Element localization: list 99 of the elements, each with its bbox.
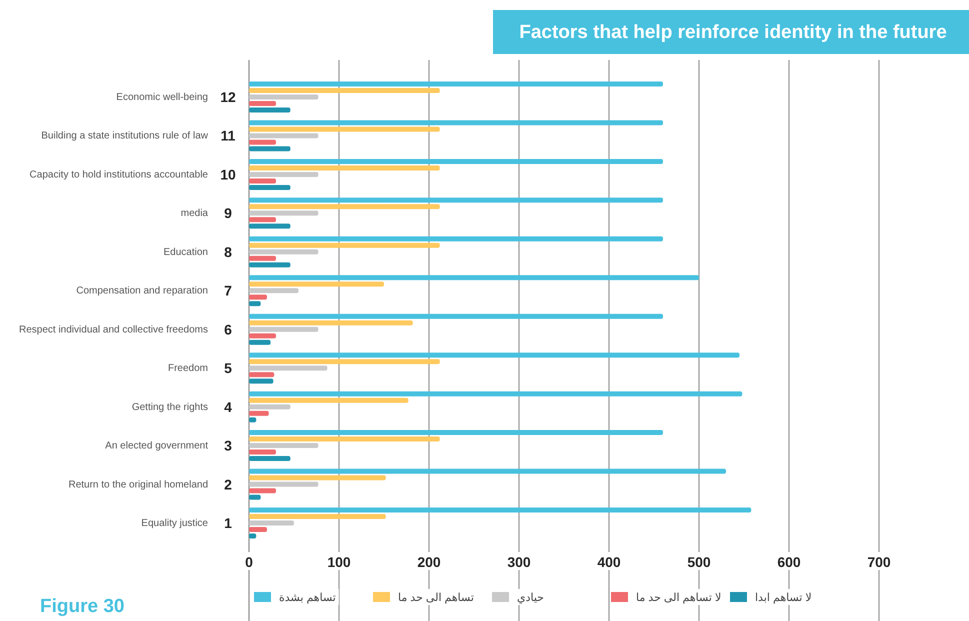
y-tick-label: An elected government [105,440,208,452]
bar [249,236,663,242]
x-tick-label: 700 [867,554,891,570]
bar [249,488,276,494]
x-tick-label: 200 [417,554,441,570]
text: 2 [224,476,232,492]
bar [249,326,318,332]
text: 12 [220,89,236,105]
bar [249,534,256,538]
bar [249,101,276,106]
bar [249,372,274,378]
bar [249,178,276,184]
bar [249,210,318,216]
bar [249,404,290,410]
bar [249,249,318,254]
bar [249,94,318,100]
bar [249,450,276,455]
bar [249,520,294,526]
bar [249,133,318,138]
bar [249,224,290,229]
bar [249,436,440,442]
bar [249,256,276,261]
bar [249,88,440,93]
bar [249,158,663,164]
bar [249,430,663,436]
chart-title: Factors that help reinforce identity in the future [519,22,947,43]
bar [249,508,752,512]
y-tick-label: Building a state institutions rule of law [41,130,209,142]
legend-label: لا تساهم الى حد ما [636,592,722,604]
bar [249,120,663,126]
y-tick-label: Getting the rights [132,402,208,413]
text: 6 [224,321,232,338]
bar [249,242,440,248]
bar [249,172,318,177]
text: 7 [224,282,232,299]
bar [249,217,276,222]
bar [249,468,726,474]
y-tick-label: Return to the original homeland [68,479,208,490]
legend-label: حيادي [517,592,544,604]
bar [249,527,267,532]
x-tick-label: 300 [507,554,531,570]
bar [249,282,384,287]
bar [249,262,290,268]
bar [249,359,440,364]
bar [249,514,386,519]
text: 1 [224,515,232,531]
y-tick-label: Capacity to hold institutions accountable [30,169,208,180]
bar [249,456,290,462]
text: 10 [220,166,236,182]
bar [249,398,408,403]
bar [249,333,276,338]
bar [249,146,290,152]
bar [249,417,256,422]
x-tick-label: 400 [597,554,621,570]
bar [249,340,271,345]
bar [249,165,440,170]
bar [249,301,261,306]
text: 8 [224,244,232,260]
bar [249,126,440,132]
bar [249,82,663,86]
text: 9 [224,205,232,222]
y-tick-label: Education [164,246,208,258]
bar [249,366,328,371]
y-tick-label: Respect individual and collective freedoms [19,324,208,336]
caption: Figure 30 [40,596,124,617]
bar [249,108,290,112]
bar [249,320,413,326]
y-tick-label: Freedom [168,363,208,374]
bar [249,443,318,448]
y-tick-label: Compensation and reparation [76,286,208,297]
x-tick-label: 100 [327,554,351,570]
bar [249,494,261,500]
legend-label: تساهم بشدة [279,592,336,604]
text: 3 [224,438,232,454]
bar [249,184,290,190]
bar [249,391,742,396]
x-tick-label: 0 [245,554,254,570]
y-tick-label: Economic well-being [116,92,208,103]
bar [249,482,318,487]
bar [249,475,386,480]
y-tick-label: media [180,208,208,220]
text: 5 [224,360,232,376]
bar [249,352,740,358]
bar [249,378,274,384]
bar [249,204,440,210]
x-tick-label: 500 [687,554,711,570]
bar [249,198,663,203]
bar [249,294,267,300]
bar [249,410,269,416]
y-tick-label: Equality justice [141,518,208,529]
text: 11 [220,128,236,144]
bar [249,288,298,294]
bar [249,314,663,319]
legend-label: لا تساهم ابدا [755,592,812,604]
bar [249,140,276,145]
bar [249,275,699,280]
text: 4 [224,398,232,415]
legend-label: تساهم الى حد ما [398,592,474,604]
x-tick-label: 600 [777,554,801,570]
